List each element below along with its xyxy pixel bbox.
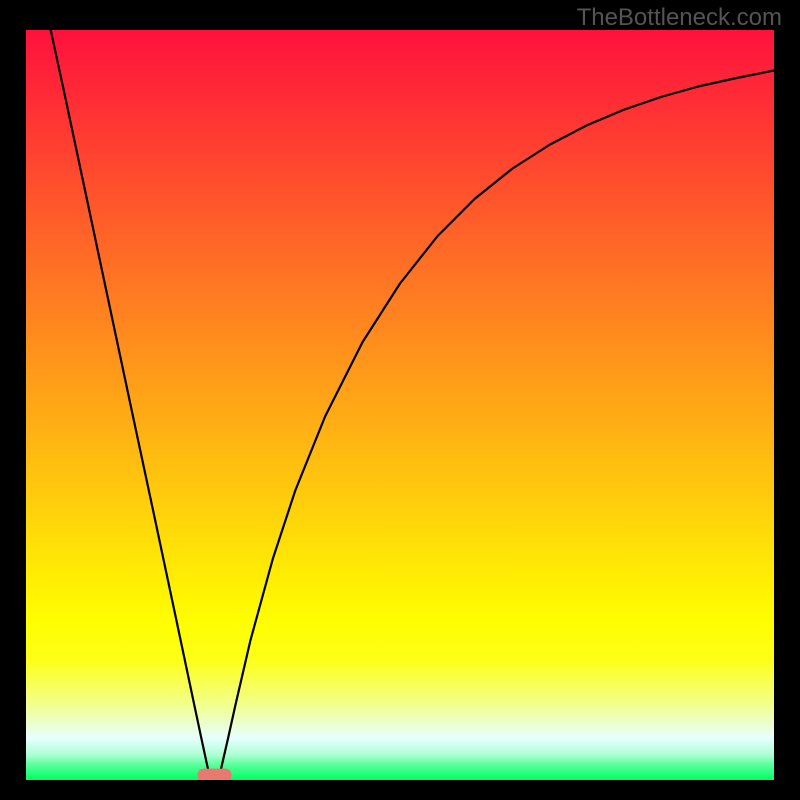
optimal-marker <box>198 769 232 780</box>
bottleneck-chart-svg <box>26 30 774 780</box>
watermark-text: TheBottleneck.com <box>577 4 782 32</box>
chart-background <box>26 30 774 780</box>
bottleneck-chart <box>26 30 774 780</box>
